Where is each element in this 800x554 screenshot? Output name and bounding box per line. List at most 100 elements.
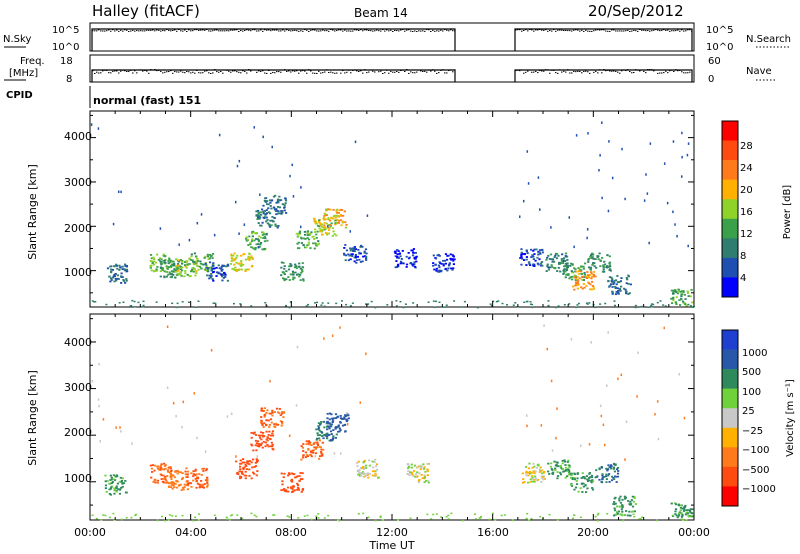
- data-cell: [575, 283, 578, 285]
- data-cell: [171, 260, 175, 263]
- nsky-dot: [262, 30, 264, 32]
- data-cell: [159, 467, 162, 470]
- nave-dot: [452, 71, 454, 73]
- data-cell: [265, 419, 268, 422]
- data-cell: [168, 514, 171, 516]
- data-cell: [333, 233, 336, 236]
- nave-dot: [368, 71, 370, 73]
- data-cell: [169, 466, 172, 468]
- data-cell: [259, 236, 263, 239]
- data-cell: [608, 265, 611, 268]
- data-cell: [595, 469, 598, 472]
- data-cell: [362, 255, 365, 258]
- data-cell: [621, 147, 623, 151]
- nsky-dot: [565, 29, 567, 31]
- nave-dot: [587, 71, 589, 73]
- data-cell: [168, 466, 171, 469]
- data-cell: [205, 468, 208, 470]
- data-cell: [325, 437, 329, 440]
- nave-dot: [226, 69, 228, 71]
- data-cell: [175, 266, 179, 269]
- data-cell: [309, 453, 312, 456]
- data-cell: [399, 255, 402, 258]
- data-cell: [288, 265, 291, 268]
- nave-dot: [180, 70, 182, 72]
- data-cell: [283, 265, 286, 267]
- data-cell: [302, 243, 305, 246]
- data-cell: [322, 215, 326, 218]
- data-cell: [171, 487, 174, 490]
- data-cell: [172, 484, 175, 487]
- data-cell: [578, 266, 581, 269]
- data-cell: [255, 238, 258, 240]
- data-cell: [556, 518, 559, 521]
- data-cell: [311, 449, 314, 452]
- data-cell: [108, 488, 111, 491]
- data-cell: [627, 275, 630, 278]
- data-cell: [288, 516, 291, 518]
- data-cell: [267, 211, 271, 214]
- data-cell: [299, 273, 302, 276]
- data-cell: [240, 462, 243, 465]
- data-cell: [257, 243, 260, 245]
- data-cell: [253, 472, 256, 475]
- data-cell: [239, 459, 242, 462]
- data-cell: [282, 416, 285, 418]
- data-cell: [421, 477, 424, 480]
- data-cell: [229, 263, 232, 265]
- nsky-dot: [144, 30, 146, 32]
- nsky-dot: [553, 29, 555, 31]
- data-cell: [320, 448, 323, 451]
- data-cell: [475, 518, 478, 520]
- data-cell: [233, 269, 237, 271]
- data-cell: [250, 477, 253, 480]
- data-cell: [303, 230, 307, 233]
- data-cell: [570, 483, 573, 486]
- data-cell: [443, 259, 447, 262]
- data-cell: [255, 474, 258, 477]
- data-cell: [271, 215, 274, 218]
- data-cell: [591, 275, 594, 278]
- data-cell: [682, 291, 685, 294]
- nsky-dot: [384, 30, 386, 32]
- data-cell: [401, 249, 404, 252]
- data-cell: [576, 473, 579, 475]
- nsky-dot: [96, 30, 98, 32]
- data-cell: [631, 505, 635, 508]
- nave-dot: [551, 69, 553, 71]
- nave-dot: [266, 72, 268, 74]
- xtick-1200: 12:00: [376, 526, 408, 539]
- data-cell: [228, 518, 231, 521]
- data-cell: [275, 201, 278, 204]
- data-cell: [259, 434, 262, 437]
- data-cell: [573, 514, 576, 517]
- data-cell: [306, 230, 309, 233]
- data-cell: [230, 254, 233, 257]
- data-cell: [250, 255, 253, 258]
- nsky-dot: [366, 29, 368, 31]
- data-cell: [337, 222, 340, 224]
- data-cell: [314, 441, 317, 444]
- data-cell: [374, 458, 377, 461]
- data-cell: [108, 482, 111, 485]
- power-panel: Slant Range [km] 4000 3000 2000 1000: [26, 110, 695, 309]
- nsky-dot: [128, 30, 130, 32]
- data-cell: [248, 463, 251, 466]
- data-cell: [411, 474, 415, 477]
- data-cell: [447, 514, 450, 517]
- data-cell: [273, 411, 276, 413]
- data-cell: [191, 269, 194, 271]
- data-cell: [235, 256, 238, 259]
- data-cell: [598, 478, 601, 481]
- nsky-dot: [126, 29, 128, 31]
- nave-dot: [100, 72, 102, 74]
- data-cell: [476, 306, 479, 309]
- nsky-dot: [404, 30, 406, 32]
- data-cell: [300, 242, 303, 244]
- data-cell: [237, 262, 241, 265]
- data-cell: [118, 269, 121, 271]
- data-cell: [283, 273, 286, 276]
- data-cell: [120, 479, 124, 482]
- nave-dot: [671, 69, 673, 71]
- data-cell: [305, 305, 308, 307]
